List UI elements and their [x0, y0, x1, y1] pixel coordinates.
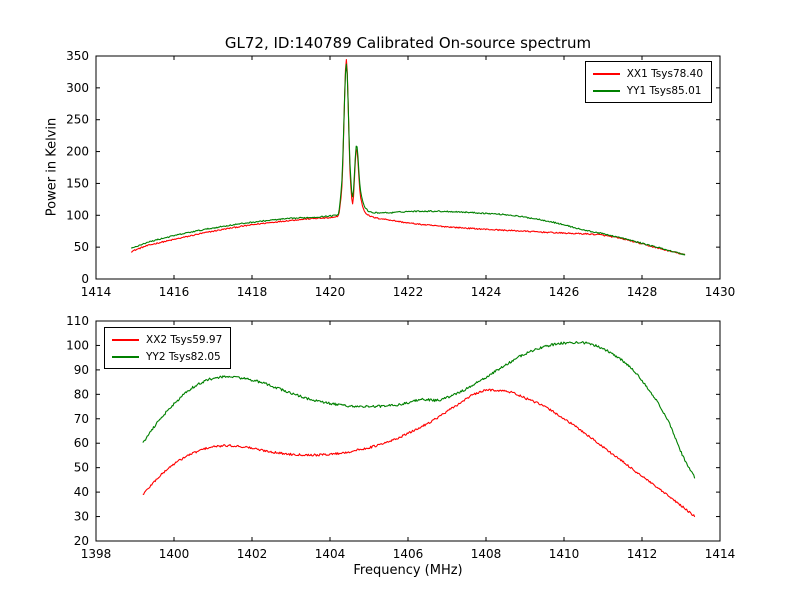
- svg-text:1414: 1414: [81, 285, 112, 299]
- svg-text:60: 60: [74, 436, 89, 450]
- legend-line-sample-xx1: [592, 72, 620, 75]
- legend-item-yy2: YY2 Tsys82.05: [112, 349, 222, 364]
- svg-text:250: 250: [66, 113, 89, 127]
- svg-text:1422: 1422: [393, 285, 424, 299]
- svg-text:90: 90: [74, 363, 89, 377]
- svg-text:1416: 1416: [159, 285, 190, 299]
- legend-item-yy1: YY1 Tsys85.01: [592, 83, 703, 98]
- svg-text:1428: 1428: [627, 285, 658, 299]
- svg-text:70: 70: [74, 412, 89, 426]
- svg-text:1418: 1418: [237, 285, 268, 299]
- chart-title: GL72, ID:140789 Calibrated On-source spe…: [224, 34, 592, 52]
- svg-text:80: 80: [74, 387, 89, 401]
- svg-text:300: 300: [66, 81, 89, 95]
- svg-text:1420: 1420: [315, 285, 346, 299]
- svg-text:0: 0: [81, 272, 89, 286]
- legend-label-xx2: XX2 Tsys59.97: [146, 333, 223, 346]
- legend-top: XX1 Tsys78.40 YY1 Tsys85.01: [584, 61, 712, 103]
- svg-text:1408: 1408: [471, 547, 502, 561]
- svg-text:50: 50: [74, 461, 89, 475]
- legend-item-xx1: XX1 Tsys78.40: [592, 66, 703, 81]
- legend-line-sample-yy1: [592, 89, 620, 92]
- svg-text:1414: 1414: [705, 547, 736, 561]
- svg-text:1430: 1430: [705, 285, 736, 299]
- legend-label-yy2: YY2 Tsys82.05: [146, 350, 221, 363]
- svg-text:1426: 1426: [549, 285, 580, 299]
- svg-text:40: 40: [74, 485, 89, 499]
- svg-text:110: 110: [66, 314, 89, 328]
- svg-text:1412: 1412: [627, 547, 658, 561]
- svg-text:100: 100: [66, 208, 89, 222]
- legend-line-sample-xx2: [112, 338, 139, 341]
- svg-text:1424: 1424: [471, 285, 502, 299]
- svg-text:1398: 1398: [81, 547, 112, 561]
- svg-text:20: 20: [74, 534, 89, 548]
- legend-label-xx1: XX1 Tsys78.40: [626, 67, 703, 80]
- svg-text:150: 150: [66, 176, 89, 190]
- svg-text:1404: 1404: [315, 547, 346, 561]
- svg-text:50: 50: [74, 240, 89, 254]
- x-axis-label: Frequency (MHz): [353, 563, 463, 578]
- svg-text:200: 200: [66, 145, 89, 159]
- svg-text:1402: 1402: [237, 547, 268, 561]
- svg-text:1406: 1406: [393, 547, 424, 561]
- legend-line-sample-yy2: [112, 355, 139, 358]
- svg-text:1410: 1410: [549, 547, 580, 561]
- svg-text:1400: 1400: [159, 547, 190, 561]
- svg-text:100: 100: [66, 338, 89, 352]
- legend-bottom: XX2 Tsys59.97 YY2 Tsys82.05: [104, 327, 232, 369]
- svg-text:350: 350: [66, 49, 89, 63]
- legend-label-yy1: YY1 Tsys85.01: [626, 84, 702, 97]
- y-axis-label: Power in Kelvin: [44, 117, 60, 217]
- svg-text:30: 30: [74, 510, 89, 524]
- legend-item-xx2: XX2 Tsys59.97: [112, 332, 222, 347]
